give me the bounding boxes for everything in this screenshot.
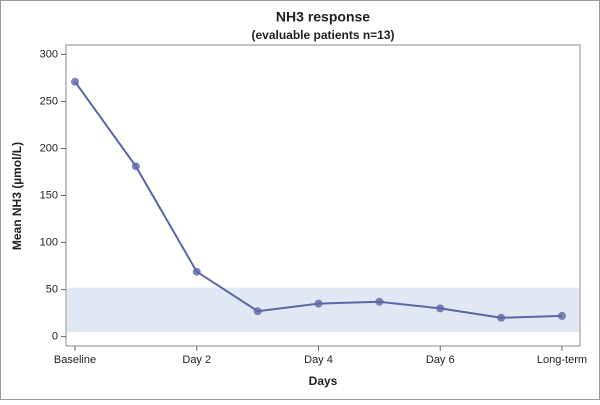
data-point	[253, 307, 262, 316]
y-tick-label: 300	[40, 48, 58, 60]
data-point	[558, 311, 566, 320]
y-tick-label: 200	[40, 142, 58, 154]
y-axis-label: Mean NH3 (µmol/L)	[10, 142, 24, 250]
x-tick-label: Day 4	[304, 354, 333, 366]
reference-band	[67, 287, 579, 332]
x-axis-label: Days	[309, 374, 338, 388]
x-tick-label: Baseline	[54, 354, 96, 366]
data-point	[192, 267, 201, 276]
y-tick-label: 50	[46, 283, 58, 295]
data-point	[375, 297, 384, 306]
y-tick-label: 0	[52, 331, 58, 343]
data-point	[71, 77, 79, 86]
data-point	[131, 162, 140, 171]
data-point	[497, 313, 506, 322]
y-tick-label: 250	[40, 95, 58, 107]
data-point	[436, 304, 445, 313]
chart-title: NH3 response	[276, 9, 370, 25]
x-tick-label: Long-term	[537, 354, 587, 366]
chart-subtitle: (evaluable patients n=13)	[251, 28, 394, 42]
x-tick-label: Day 6	[426, 354, 455, 366]
x-tick-label: Day 2	[182, 354, 211, 366]
data-point	[314, 299, 323, 308]
y-tick-label: 100	[40, 236, 58, 248]
y-tick-label: 150	[40, 189, 58, 201]
